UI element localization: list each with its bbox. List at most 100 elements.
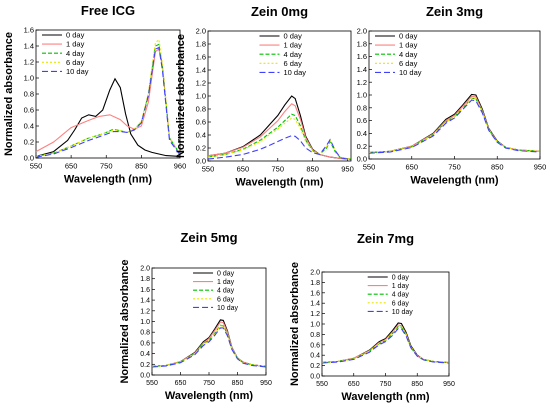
series-line-10-day: [368, 99, 541, 154]
y-tick-label: 1.2: [357, 78, 367, 87]
y-tick-label: 0.6: [140, 340, 150, 347]
x-tick-label: 550: [146, 380, 158, 387]
series-line-10-day: [321, 328, 450, 364]
legend-label: 1 day: [66, 40, 85, 49]
legend-label: 10 day: [283, 68, 306, 77]
x-tick-label: 850: [135, 162, 148, 171]
series-line-1-day: [151, 321, 267, 367]
x-tick-label: 650: [175, 380, 187, 387]
x-tick-label: 960: [174, 162, 187, 171]
y-tick-label: 0.8: [196, 105, 206, 114]
series-line-4-day: [368, 97, 541, 154]
x-tick-label: 650: [348, 381, 360, 388]
y-tick-label: 2.0: [357, 27, 367, 36]
x-tick-label: 650: [405, 163, 418, 172]
series-line-10-day: [35, 46, 181, 158]
x-tick-label: 950: [443, 381, 455, 388]
series-line-0-day: [321, 322, 450, 364]
y-tick-label: 0.0: [24, 154, 34, 163]
y-tick-label: 1.8: [357, 39, 367, 48]
x-tick-label: 950: [341, 165, 354, 174]
x-tick-label: 750: [271, 165, 284, 174]
series-line-1-day: [207, 103, 352, 160]
y-tick-label: 0.8: [140, 330, 150, 337]
legend-label: 6 day: [217, 296, 235, 303]
chart-panel-4: Zein 5mg 0.0 0.2 0.4 0.6 0.8 1.0 1.2 1.4 1.6 1.8 2.…: [119, 230, 272, 402]
plot-frame: [368, 30, 541, 160]
x-tick-label: 950: [260, 380, 272, 387]
y-tick-label: 2.0: [140, 265, 150, 272]
y-tick-label: 0.8: [310, 332, 320, 339]
legend-label: 10 day: [399, 68, 422, 77]
series-line-6-day: [207, 117, 352, 160]
legend-label: 10 day: [392, 309, 414, 316]
y-tick-label: 1.8: [196, 40, 206, 49]
y-tick-label: 1.8: [310, 280, 320, 287]
y-tick-label: 0.6: [310, 342, 320, 349]
y-tick-label: 1.6: [310, 290, 320, 297]
x-tick-label: 750: [448, 163, 461, 172]
x-tick-label: 650: [237, 165, 250, 174]
x-tick-label: 850: [232, 380, 244, 387]
series-line-4-day: [321, 326, 450, 364]
legend-label: 4 day: [217, 288, 235, 295]
y-tick-label: 0.4: [310, 353, 320, 360]
y-tick-label: 1.2: [140, 308, 150, 315]
series-line-4-day: [35, 43, 181, 157]
legend-label: 4 day: [392, 292, 410, 299]
legend-label: 1 day: [399, 41, 418, 50]
legend-label: 6 day: [66, 58, 85, 67]
legend-label: 1 day: [392, 283, 410, 290]
x-tick-label: 850: [306, 165, 319, 174]
y-tick-label: 1.4: [310, 301, 320, 308]
y-tick-label: 1.2: [24, 58, 34, 67]
legend-label: 0 day: [392, 274, 410, 281]
chart-title: Free ICG: [81, 3, 135, 18]
series-line-6-day: [368, 97, 541, 154]
y-tick-label: 0.0: [310, 373, 320, 380]
legend-label: 6 day: [283, 59, 302, 68]
y-tick-label: 0.8: [357, 103, 367, 112]
x-axis-label: Wavelength (nm): [64, 174, 153, 186]
y-tick-label: 0.4: [24, 122, 34, 131]
y-tick-label: 0.0: [140, 372, 150, 379]
legend-label: 0 day: [66, 31, 85, 40]
y-tick-label: 0.0: [357, 155, 367, 164]
y-tick-label: 1.8: [140, 276, 150, 283]
y-tick-label: 0.6: [196, 118, 206, 127]
x-axis-label: Wavelength (nm): [165, 390, 254, 402]
series-line-0-day: [151, 319, 267, 367]
plot-frame: [151, 267, 267, 376]
legend-label: 0 day: [217, 270, 235, 277]
y-tick-label: 1.2: [310, 311, 320, 318]
y-tick-label: 0.0: [196, 157, 206, 166]
y-tick-label: 0.2: [196, 144, 206, 153]
legend-label: 6 day: [399, 59, 418, 68]
legend-label: 6 day: [392, 300, 410, 307]
series-line-1-day: [368, 95, 541, 154]
x-tick-label: 550: [363, 163, 376, 172]
y-tick-label: 0.2: [140, 362, 150, 369]
series-line-1-day: [35, 48, 181, 155]
y-tick-label: 0.6: [24, 106, 34, 115]
x-axis-label: Wavelength (nm): [235, 177, 324, 189]
x-tick-label: 750: [203, 380, 215, 387]
y-tick-label: 1.6: [357, 52, 367, 61]
legend-label: 0 day: [283, 32, 302, 41]
y-tick-label: 1.4: [24, 42, 34, 51]
y-tick-label: 2.0: [310, 269, 320, 276]
y-tick-label: 1.0: [196, 92, 206, 101]
y-tick-label: 1.4: [196, 66, 206, 75]
y-tick-label: 2.0: [196, 27, 206, 36]
x-tick-label: 550: [316, 381, 328, 388]
y-tick-label: 1.0: [140, 319, 150, 326]
x-tick-label: 850: [411, 381, 423, 388]
y-axis-label: Normalized absorbance: [175, 34, 187, 158]
legend-label: 4 day: [399, 50, 418, 59]
series-line-0-day: [35, 77, 181, 157]
y-tick-label: 0.2: [357, 142, 367, 151]
chart-title: Zein 0mg: [251, 4, 308, 19]
chart-title: Zein 3mg: [426, 4, 483, 19]
y-tick-label: 0.6: [357, 116, 367, 125]
